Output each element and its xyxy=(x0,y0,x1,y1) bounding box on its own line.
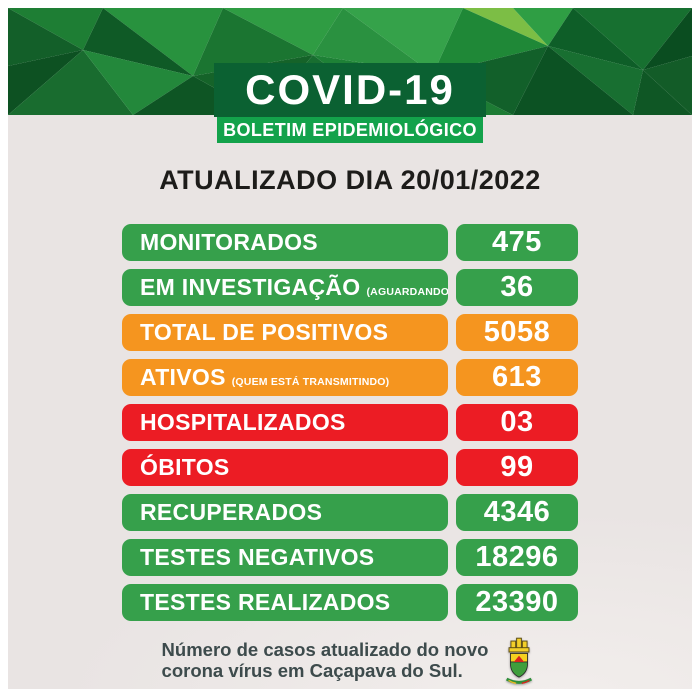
stat-label-monitorados: MONITORADOS xyxy=(122,224,448,261)
table-row: RECUPERADOS 4346 xyxy=(122,494,578,531)
table-row: ATIVOS (QUEM ESTÁ TRANSMITINDO) 613 xyxy=(122,359,578,396)
table-row: ÓBITOS 99 xyxy=(122,449,578,486)
city-coat-of-arms-icon xyxy=(506,637,533,684)
title-block: COVID-19 BOLETIM EPIDEMIOLÓGICO xyxy=(214,63,486,143)
stat-label-text: TESTES REALIZADOS xyxy=(140,589,391,615)
stat-label-text: ÓBITOS xyxy=(140,454,230,480)
stat-label-text: ATIVOS xyxy=(140,364,226,390)
table-row: TOTAL DE POSITIVOS 5058 xyxy=(122,314,578,351)
stat-value: 4346 xyxy=(456,494,578,531)
stat-label-ativos: ATIVOS (QUEM ESTÁ TRANSMITINDO) xyxy=(122,359,448,396)
stat-label-text: RECUPERADOS xyxy=(140,499,323,525)
footer-note-line2: corona vírus em Caçapava do Sul. xyxy=(161,660,463,681)
page-title: COVID-19 xyxy=(214,63,486,117)
stat-label-text: TOTAL DE POSITIVOS xyxy=(140,319,389,345)
stat-value: 18296 xyxy=(456,539,578,576)
page-subtitle: BOLETIM EPIDEMIOLÓGICO xyxy=(217,117,483,143)
stats-table: MONITORADOS 475 EM INVESTIGAÇÃO (AGUARDAN… xyxy=(122,224,578,621)
stat-sublabel-text: (AGUARDANDO RESULTADO) xyxy=(366,286,448,298)
stat-value: 36 xyxy=(456,269,578,306)
stat-label-text: HOSPITALIZADOS xyxy=(140,409,346,435)
stat-value: 5058 xyxy=(456,314,578,351)
table-row: TESTES NEGATIVOS 18296 xyxy=(122,539,578,576)
footer-note-text: Número de casos atualizado do novo coron… xyxy=(162,640,489,681)
stat-label-text: TESTES NEGATIVOS xyxy=(140,544,375,570)
table-row: TESTES REALIZADOS 23390 xyxy=(122,584,578,621)
stat-label-recuperados: RECUPERADOS xyxy=(122,494,448,531)
stat-sublabel-text: (QUEM ESTÁ TRANSMITINDO) xyxy=(231,376,390,388)
stat-value: 613 xyxy=(456,359,578,396)
footer-note: Número de casos atualizado do novo coron… xyxy=(8,636,692,686)
footer-note-line1: Número de casos atualizado do novo xyxy=(161,639,489,661)
stat-label-total-positivos: TOTAL DE POSITIVOS xyxy=(122,314,448,351)
stat-value: 23390 xyxy=(456,584,578,621)
table-row: EM INVESTIGAÇÃO (AGUARDANDO RESULTADO) 36 xyxy=(122,269,578,306)
stat-value: 99 xyxy=(456,449,578,486)
body-area: ATUALIZADO DIA 20/01/2022 MONITORADOS 47… xyxy=(8,115,692,689)
table-row: MONITORADOS 475 xyxy=(122,224,578,261)
update-date: ATUALIZADO DIA 20/01/2022 xyxy=(159,165,541,195)
stat-label-obitos: ÓBITOS xyxy=(122,449,448,486)
stat-label-testes-realizados: TESTES REALIZADOS xyxy=(122,584,448,621)
stat-value: 475 xyxy=(456,224,578,261)
stat-label-testes-negativos: TESTES NEGATIVOS xyxy=(122,539,448,576)
stat-label-text: EM INVESTIGAÇÃO xyxy=(140,274,361,300)
table-row: HOSPITALIZADOS 03 xyxy=(122,404,578,441)
stat-value: 03 xyxy=(456,404,578,441)
stat-label-text: MONITORADOS xyxy=(140,229,318,255)
stat-label-em-investigacao: EM INVESTIGAÇÃO (AGUARDANDO RESULTADO) xyxy=(122,269,448,306)
stat-label-hospitalizados: HOSPITALIZADOS xyxy=(122,404,448,441)
